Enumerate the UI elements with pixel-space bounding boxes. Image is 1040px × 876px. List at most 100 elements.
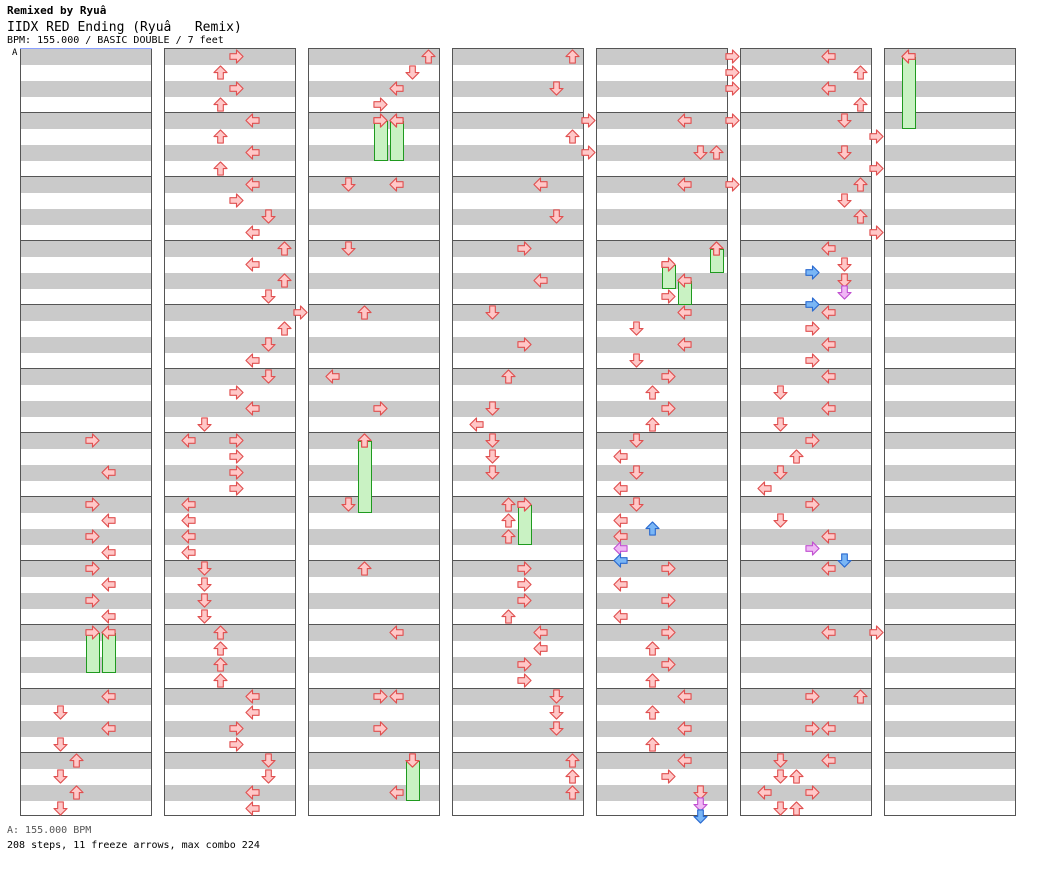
right-arrow-icon <box>869 161 884 176</box>
right-arrow-icon <box>517 337 532 352</box>
left-arrow-icon <box>821 49 836 64</box>
up-arrow-icon <box>213 641 228 656</box>
measure-line <box>885 688 1015 689</box>
down-arrow-icon <box>197 561 212 576</box>
left-arrow-icon <box>101 577 116 592</box>
left-arrow-icon <box>101 609 116 624</box>
down-arrow-icon <box>837 145 852 160</box>
measure-line <box>741 496 871 497</box>
up-arrow-icon <box>501 529 516 544</box>
left-arrow-icon <box>821 305 836 320</box>
up-arrow-icon <box>213 65 228 80</box>
down-arrow-icon <box>549 705 564 720</box>
up-arrow-icon <box>213 673 228 688</box>
down-arrow-icon <box>549 721 564 736</box>
up-arrow-icon <box>645 521 660 536</box>
left-arrow-icon <box>389 785 404 800</box>
down-arrow-icon <box>773 513 788 528</box>
right-arrow-icon <box>661 657 676 672</box>
up-arrow-icon <box>645 737 660 752</box>
right-arrow-icon <box>373 97 388 112</box>
measure-line <box>741 176 871 177</box>
measure-line <box>165 560 295 561</box>
measure-line <box>309 560 439 561</box>
left-arrow-icon <box>389 113 404 128</box>
remixer-credit: Remixed by Ryuâ <box>7 4 107 17</box>
right-arrow-icon <box>725 113 740 128</box>
measure-line <box>885 752 1015 753</box>
left-arrow-icon <box>101 721 116 736</box>
right-arrow-icon <box>805 321 820 336</box>
down-arrow-icon <box>773 417 788 432</box>
up-arrow-icon <box>213 657 228 672</box>
up-arrow-icon <box>213 161 228 176</box>
up-arrow-icon <box>645 673 660 688</box>
left-arrow-icon <box>245 257 260 272</box>
up-arrow-icon <box>645 417 660 432</box>
measure-line <box>597 560 727 561</box>
down-arrow-icon <box>261 769 276 784</box>
down-arrow-icon <box>693 145 708 160</box>
measure-line <box>597 240 727 241</box>
measure-line <box>597 432 727 433</box>
right-arrow-icon <box>229 449 244 464</box>
up-arrow-icon <box>69 753 84 768</box>
up-arrow-icon <box>565 753 580 768</box>
measure-line <box>309 368 439 369</box>
right-arrow-icon <box>805 689 820 704</box>
measure-line <box>165 432 295 433</box>
measure-line <box>885 304 1015 305</box>
measure-line <box>597 304 727 305</box>
up-arrow-icon <box>501 497 516 512</box>
measure-line <box>885 368 1015 369</box>
bpm-change-line <box>20 48 152 49</box>
left-arrow-icon <box>389 81 404 96</box>
left-arrow-icon <box>613 577 628 592</box>
measure-line <box>21 176 151 177</box>
down-arrow-icon <box>53 769 68 784</box>
up-arrow-icon <box>501 369 516 384</box>
right-arrow-icon <box>869 625 884 640</box>
up-arrow-icon <box>853 209 868 224</box>
chart-column-1 <box>20 48 152 816</box>
left-arrow-icon <box>245 145 260 160</box>
right-arrow-icon <box>517 673 532 688</box>
left-arrow-icon <box>245 225 260 240</box>
measure-line <box>309 304 439 305</box>
down-arrow-icon <box>53 737 68 752</box>
left-arrow-icon <box>821 337 836 352</box>
measure-line <box>885 112 1015 113</box>
left-arrow-icon <box>245 705 260 720</box>
up-arrow-icon <box>645 385 660 400</box>
measure-line <box>21 304 151 305</box>
down-arrow-icon <box>53 705 68 720</box>
up-arrow-icon <box>853 65 868 80</box>
up-arrow-icon <box>213 625 228 640</box>
down-arrow-icon <box>197 593 212 608</box>
measure-line <box>453 176 583 177</box>
right-arrow-icon <box>725 177 740 192</box>
down-arrow-icon <box>629 465 644 480</box>
right-arrow-icon <box>661 289 676 304</box>
left-arrow-icon <box>245 353 260 368</box>
left-arrow-icon <box>533 641 548 656</box>
measure-line <box>885 624 1015 625</box>
down-arrow-icon <box>773 465 788 480</box>
measure-line <box>597 752 727 753</box>
up-arrow-icon <box>853 689 868 704</box>
down-arrow-icon <box>773 385 788 400</box>
measure-line <box>741 752 871 753</box>
left-arrow-icon <box>821 241 836 256</box>
down-arrow-icon <box>341 177 356 192</box>
chart-info: BPM: 155.000 / BASIC DOUBLE / 7 feet <box>7 35 224 46</box>
chart-column-4 <box>452 48 596 816</box>
right-arrow-icon <box>581 113 596 128</box>
measure-line <box>597 624 727 625</box>
right-arrow-icon <box>229 465 244 480</box>
measure-line <box>885 560 1015 561</box>
down-arrow-icon <box>485 449 500 464</box>
right-arrow-icon <box>725 65 740 80</box>
up-arrow-icon <box>501 513 516 528</box>
measure-line <box>741 368 871 369</box>
left-arrow-icon <box>181 545 196 560</box>
